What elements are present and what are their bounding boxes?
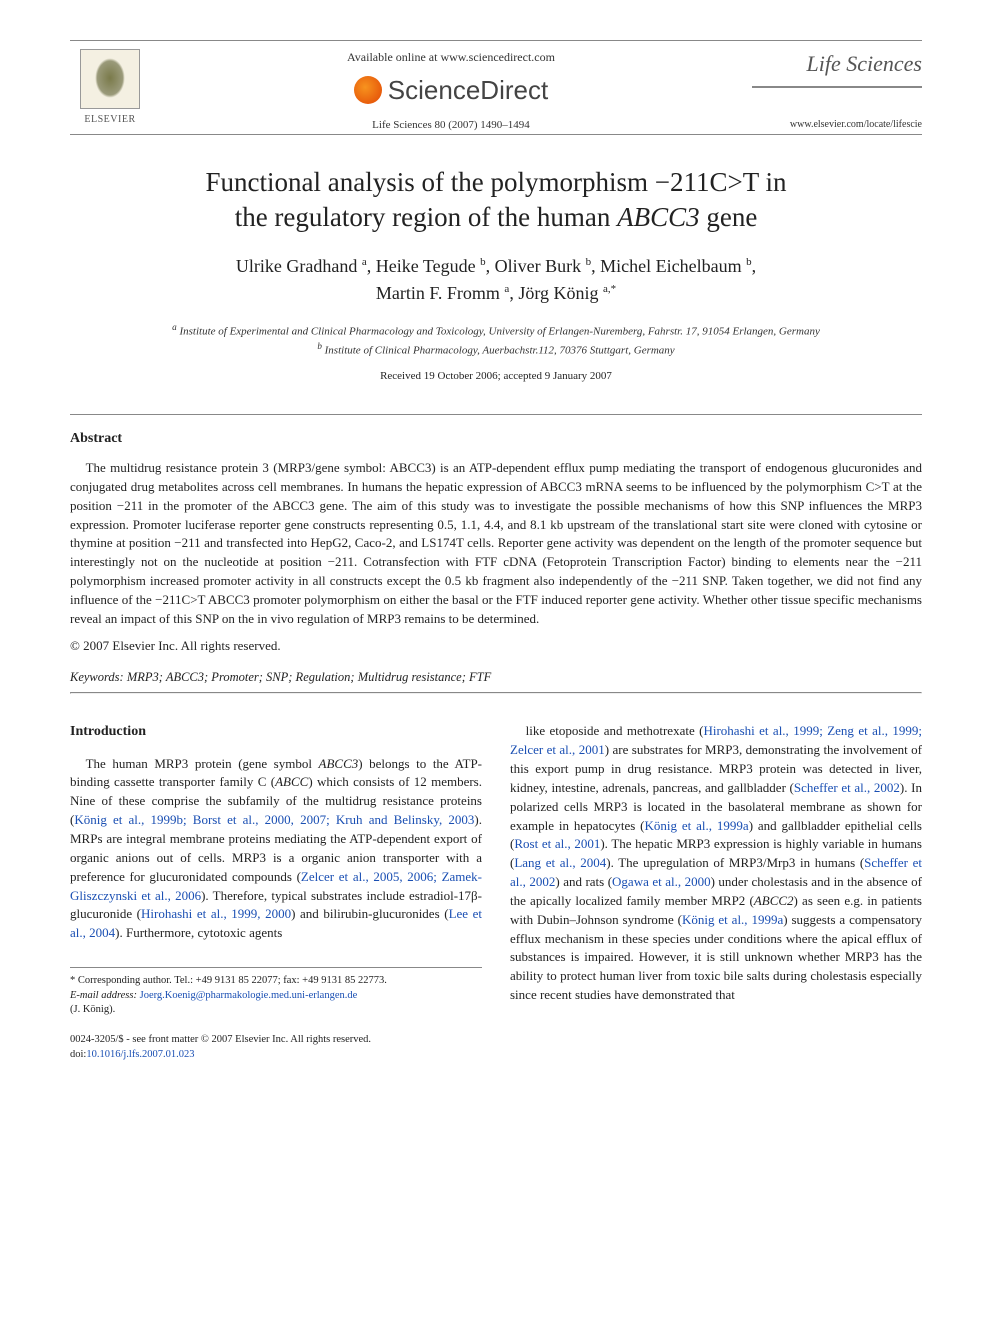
affiliation-b: Institute of Clinical Pharmacology, Auer… (325, 345, 675, 357)
abstract-copyright: © 2007 Elsevier Inc. All rights reserved… (70, 637, 922, 655)
citation-line: Life Sciences 80 (2007) 1490–1494 (170, 118, 732, 133)
sciencedirect-name: ScienceDirect (388, 72, 548, 108)
corresponding-author: * Corresponding author. Tel.: +49 9131 8… (70, 974, 482, 989)
issn-line: 0024-3205/$ - see front matter © 2007 El… (70, 1032, 371, 1047)
intro-paragraph-left: The human MRP3 protein (gene symbol ABCC… (70, 755, 482, 943)
header-center: Available online at www.sciencedirect.co… (150, 49, 752, 134)
keywords-line: Keywords: MRP3; ABCC3; Promoter; SNP; Re… (70, 669, 922, 687)
rule-below-keywords (70, 692, 922, 694)
email-address[interactable]: Joerg.Koenig@pharmakologie.med.uni-erlan… (140, 990, 358, 1001)
footnotes: * Corresponding author. Tel.: +49 9131 8… (70, 967, 482, 1018)
journal-name: Life Sciences (752, 49, 922, 88)
footer-block: 0024-3205/$ - see front matter © 2007 El… (70, 1032, 371, 1062)
title-line2-post: gene (700, 202, 758, 232)
left-column: Introduction The human MRP3 protein (gen… (70, 722, 482, 1062)
intro-paragraph-right: like etoposide and methotrexate (Hirohas… (510, 722, 922, 1005)
keywords-label: Keywords: (70, 670, 124, 684)
author: Heike Tegude b (376, 256, 486, 276)
doi-link[interactable]: 10.1016/j.lfs.2007.01.023 (86, 1049, 194, 1060)
elsevier-tree-icon (80, 49, 140, 109)
keywords-list: MRP3; ABCC3; Promoter; SNP; Regulation; … (127, 670, 491, 684)
title-line2-pre: the regulatory region of the human (235, 202, 617, 232)
affiliations: a Institute of Experimental and Clinical… (70, 321, 922, 359)
author: Ulrike Gradhand a (236, 256, 367, 276)
author: Martin F. Fromm a (376, 283, 509, 303)
author: Oliver Burk b (495, 256, 591, 276)
elsevier-brand-text: ELSEVIER (70, 113, 150, 127)
affiliation-a: Institute of Experimental and Clinical P… (179, 325, 819, 337)
two-column-body: Introduction The human MRP3 protein (gen… (70, 722, 922, 1062)
rule-above-abstract (70, 414, 922, 415)
available-online-line: Available online at www.sciencedirect.co… (170, 49, 732, 66)
right-column: like etoposide and methotrexate (Hirohas… (510, 722, 922, 1062)
title-line1: Functional analysis of the polymorphism … (206, 167, 787, 197)
abstract-heading: Abstract (70, 429, 922, 449)
email-line: E-mail address: Joerg.Koenig@pharmakolog… (70, 989, 482, 1004)
elsevier-logo: ELSEVIER (70, 49, 150, 127)
journal-block: Life Sciences www.elsevier.com/locate/li… (752, 49, 922, 132)
abstract-body: The multidrug resistance protein 3 (MRP3… (70, 459, 922, 629)
doi-line: doi:10.1016/j.lfs.2007.01.023 (70, 1047, 371, 1062)
sciencedirect-logo: ScienceDirect (170, 72, 732, 108)
introduction-heading: Introduction (70, 722, 482, 742)
article-dates: Received 19 October 2006; accepted 9 Jan… (70, 369, 922, 384)
journal-url: www.elsevier.com/locate/lifescie (752, 118, 922, 132)
sciencedirect-swirl-icon (354, 76, 382, 104)
email-person: (J. König). (70, 1003, 482, 1018)
author: Jörg König a,* (518, 283, 616, 303)
article-title: Functional analysis of the polymorphism … (70, 165, 922, 235)
title-gene: ABCC3 (617, 202, 700, 232)
author-list: Ulrike Gradhand a, Heike Tegude b, Olive… (70, 253, 922, 307)
author: Michel Eichelbaum b (600, 256, 751, 276)
footer-left: 0024-3205/$ - see front matter © 2007 El… (70, 1032, 482, 1062)
journal-header: ELSEVIER Available online at www.science… (70, 40, 922, 135)
